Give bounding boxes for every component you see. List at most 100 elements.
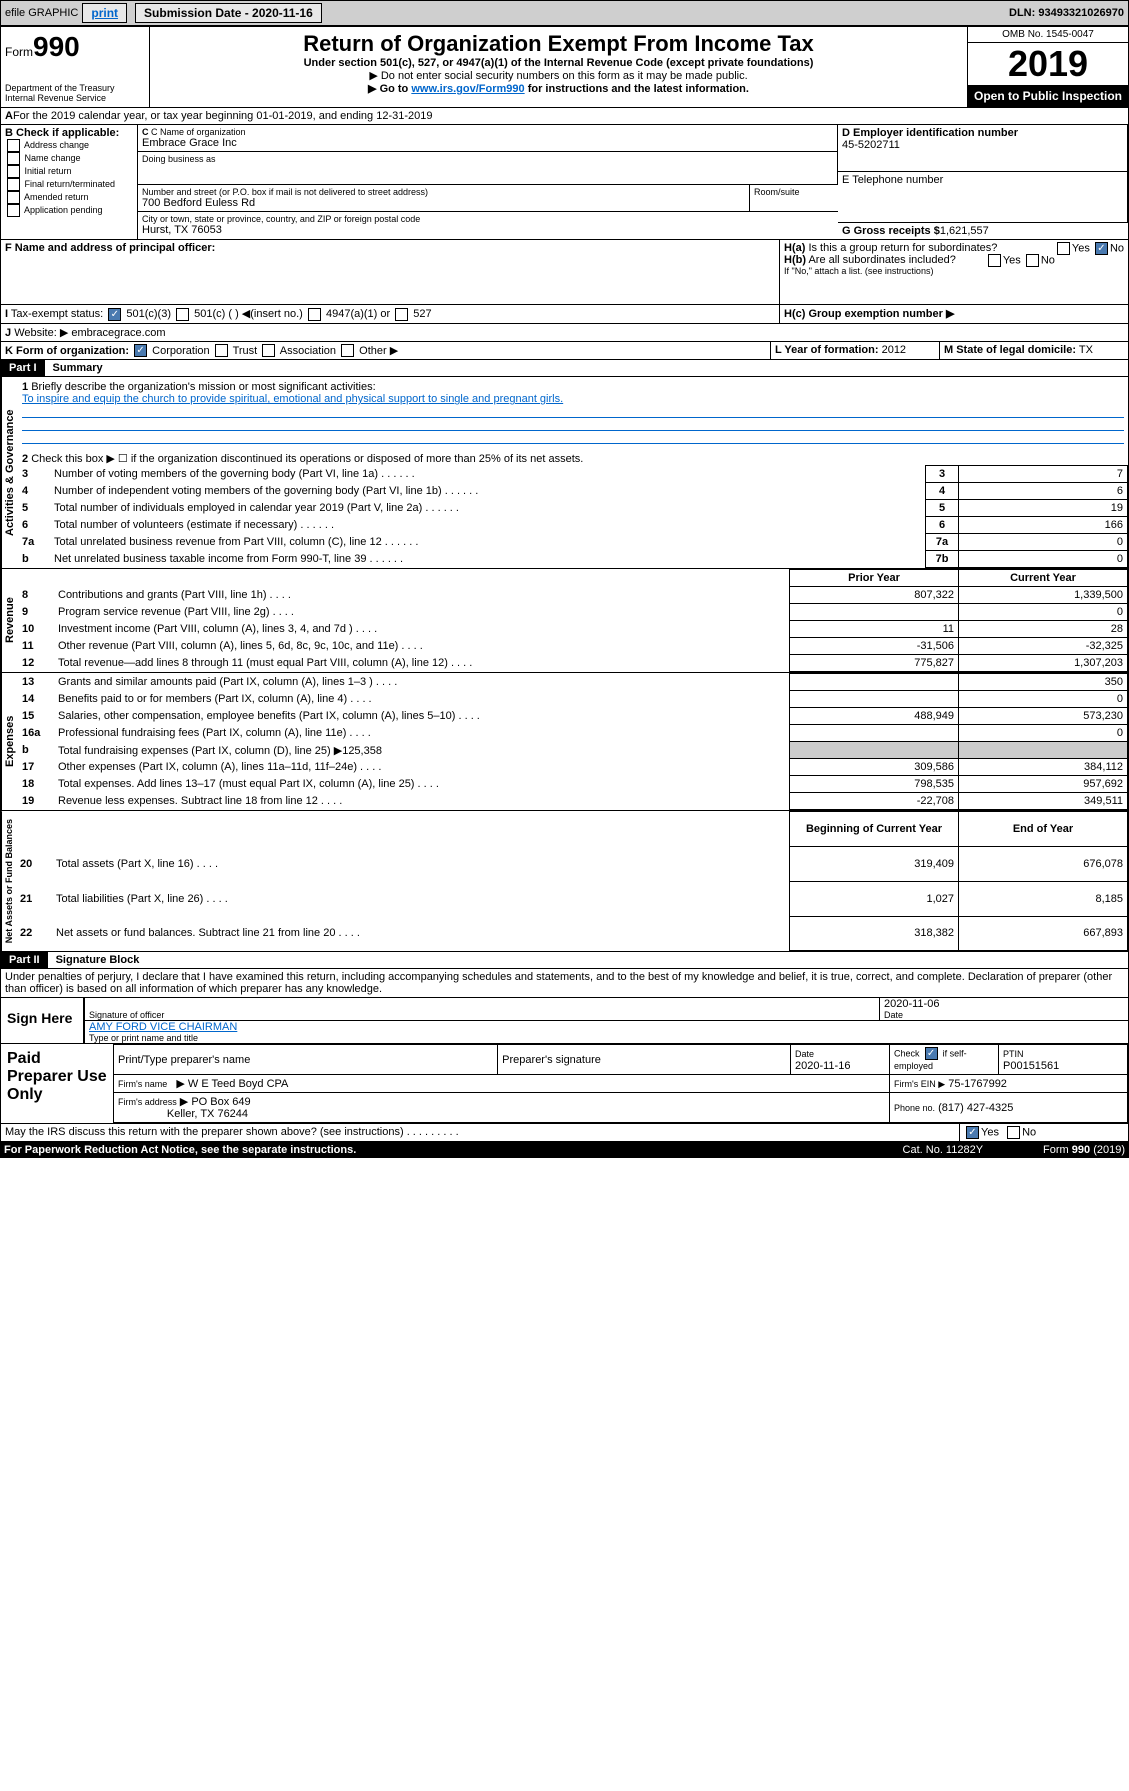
ein-label: D Employer identification number: [842, 127, 1018, 139]
street-address: 700 Bedford Euless Rd: [142, 197, 745, 209]
dln-label: DLN: 93493321026970: [1009, 7, 1124, 19]
discuss-no-checkbox[interactable]: [1007, 1126, 1020, 1139]
box-b: B Check if applicable: Address change Na…: [1, 125, 138, 239]
table-row: 16aProfessional fundraising fees (Part I…: [18, 725, 1128, 742]
firm-phone: (817) 427-4325: [938, 1102, 1013, 1114]
box-b-checkbox[interactable]: [7, 139, 20, 152]
form-header: Form990 Department of the Treasury Inter…: [0, 26, 1129, 108]
4947-checkbox[interactable]: [308, 308, 321, 321]
box-b-checkbox[interactable]: [7, 204, 20, 217]
box-b-option: Application pending: [5, 204, 133, 217]
box-b-option: Name change: [5, 152, 133, 165]
dba-label: Doing business as: [142, 154, 833, 164]
tax-year: 2019: [968, 43, 1128, 85]
hb-no-checkbox[interactable]: [1026, 254, 1039, 267]
h-b: H(b) Are all subordinates included? Yes …: [784, 254, 1124, 266]
firm-addr2: Keller, TX 76244: [167, 1108, 248, 1120]
trust-checkbox[interactable]: [215, 344, 228, 357]
ha-yes-checkbox[interactable]: [1057, 242, 1070, 255]
table-row: 18Total expenses. Add lines 13–17 (must …: [18, 776, 1128, 793]
instructions-link[interactable]: www.irs.gov/Form990: [411, 83, 524, 95]
org-name-label: C C Name of organization: [142, 127, 833, 137]
submission-date: Submission Date - 2020-11-16: [135, 3, 322, 23]
box-b-checkbox[interactable]: [7, 178, 20, 191]
ha-no-checkbox[interactable]: [1095, 242, 1108, 255]
sig-date-label: Date: [884, 1010, 1124, 1020]
omb-number: OMB No. 1545-0047: [968, 27, 1128, 43]
sig-date: 2020-11-06: [884, 998, 1124, 1010]
mission-text[interactable]: To inspire and equip the church to provi…: [22, 393, 563, 405]
box-b-option: Initial return: [5, 165, 133, 178]
sign-here-label: Sign Here: [1, 998, 83, 1043]
ein-value: 45-5202711: [842, 139, 1123, 151]
declaration: Under penalties of perjury, I declare th…: [0, 969, 1129, 998]
table-row: 20Total assets (Part X, line 16) . . . .…: [16, 846, 1128, 881]
addr-label: Number and street (or P.O. box if mail i…: [142, 187, 745, 197]
table-row: 3Number of voting members of the governi…: [18, 466, 1128, 483]
room-label: Room/suite: [754, 187, 834, 197]
501c3-checkbox[interactable]: [108, 308, 121, 321]
table-row: 9Program service revenue (Part VIII, lin…: [18, 604, 1128, 621]
box-b-checkbox[interactable]: [7, 152, 20, 165]
assoc-checkbox[interactable]: [262, 344, 275, 357]
table-row: 7aTotal unrelated business revenue from …: [18, 534, 1128, 551]
box-b-option: Amended return: [5, 191, 133, 204]
paid-preparer-label: Paid Preparer Use Only: [1, 1044, 113, 1123]
gross-value: 1,621,557: [940, 225, 989, 237]
prep-sig-label: Preparer's signature: [498, 1045, 791, 1075]
print-button[interactable]: print: [82, 3, 127, 23]
officer-name-label: Type or print name and title: [89, 1033, 1124, 1043]
table-row: bNet unrelated business taxable income f…: [18, 551, 1128, 568]
table-row: 21Total liabilities (Part X, line 26) . …: [16, 881, 1128, 916]
table-row: 14Benefits paid to or for members (Part …: [18, 691, 1128, 708]
vert-revenue: Revenue: [1, 569, 18, 672]
box-b-option: Address change: [5, 139, 133, 152]
hb-yes-checkbox[interactable]: [988, 254, 1001, 267]
discuss-yes-checkbox[interactable]: [966, 1126, 979, 1139]
top-toolbar: efile GRAPHIC print Submission Date - 20…: [0, 0, 1129, 26]
h-c: H(c) Group exemption number ▶: [784, 308, 954, 320]
city-label: City or town, state or province, country…: [142, 214, 834, 224]
table-row: 4Number of independent voting members of…: [18, 483, 1128, 500]
h-a: H(a) Is this a group return for subordin…: [784, 242, 1124, 254]
table-row: 13Grants and similar amounts paid (Part …: [18, 674, 1128, 691]
q1-label: Briefly describe the organization's miss…: [31, 381, 375, 393]
other-checkbox[interactable]: [341, 344, 354, 357]
state-domicile: TX: [1079, 344, 1093, 356]
officer-label: F Name and address of principal officer:: [5, 242, 215, 254]
officer-name[interactable]: AMY FORD VICE CHAIRMAN: [89, 1021, 1124, 1033]
box-b-checkbox[interactable]: [7, 191, 20, 204]
part2-header: Part II: [1, 952, 48, 968]
website-value: embracegrace.com: [71, 327, 165, 339]
self-emp-checkbox[interactable]: [925, 1047, 938, 1060]
box-b-checkbox[interactable]: [7, 165, 20, 178]
vert-net: Net Assets or Fund Balances: [1, 811, 16, 951]
table-row: 22Net assets or fund balances. Subtract …: [16, 916, 1128, 951]
501c-checkbox[interactable]: [176, 308, 189, 321]
box-b-option: Final return/terminated: [5, 178, 133, 191]
ptin: P00151561: [1003, 1060, 1059, 1072]
table-row: 17Other expenses (Part IX, column (A), l…: [18, 759, 1128, 776]
form-number: Form990: [5, 31, 145, 63]
tax-status-label: Tax-exempt status:: [11, 308, 103, 320]
corp-checkbox[interactable]: [134, 344, 147, 357]
efile-label: efile GRAPHIC: [5, 7, 78, 19]
table-row: 5Total number of individuals employed in…: [18, 500, 1128, 517]
form-note1: ▶ Do not enter social security numbers o…: [154, 69, 963, 82]
part1-title: Summary: [45, 360, 111, 376]
open-inspection: Open to Public Inspection: [968, 85, 1128, 107]
527-checkbox[interactable]: [395, 308, 408, 321]
period-row: AFor the 2019 calendar year, or tax year…: [0, 108, 1129, 125]
vert-governance: Activities & Governance: [1, 377, 18, 568]
discuss-question: May the IRS discuss this return with the…: [1, 1124, 960, 1141]
q2-text: Check this box ▶ ☐ if the organization d…: [31, 453, 583, 465]
prep-name-label: Print/Type preparer's name: [114, 1045, 498, 1075]
city-state: Hurst, TX 76053: [142, 224, 834, 236]
part2-title: Signature Block: [48, 952, 148, 968]
dept-label: Department of the Treasury Internal Reve…: [5, 83, 145, 103]
h-b-note: If "No," attach a list. (see instruction…: [784, 266, 1124, 276]
table-row: 19Revenue less expenses. Subtract line 1…: [18, 793, 1128, 810]
table-row: 10Investment income (Part VIII, column (…: [18, 621, 1128, 638]
form-title: Return of Organization Exempt From Incom…: [154, 31, 963, 57]
phone-label: E Telephone number: [842, 174, 1123, 186]
